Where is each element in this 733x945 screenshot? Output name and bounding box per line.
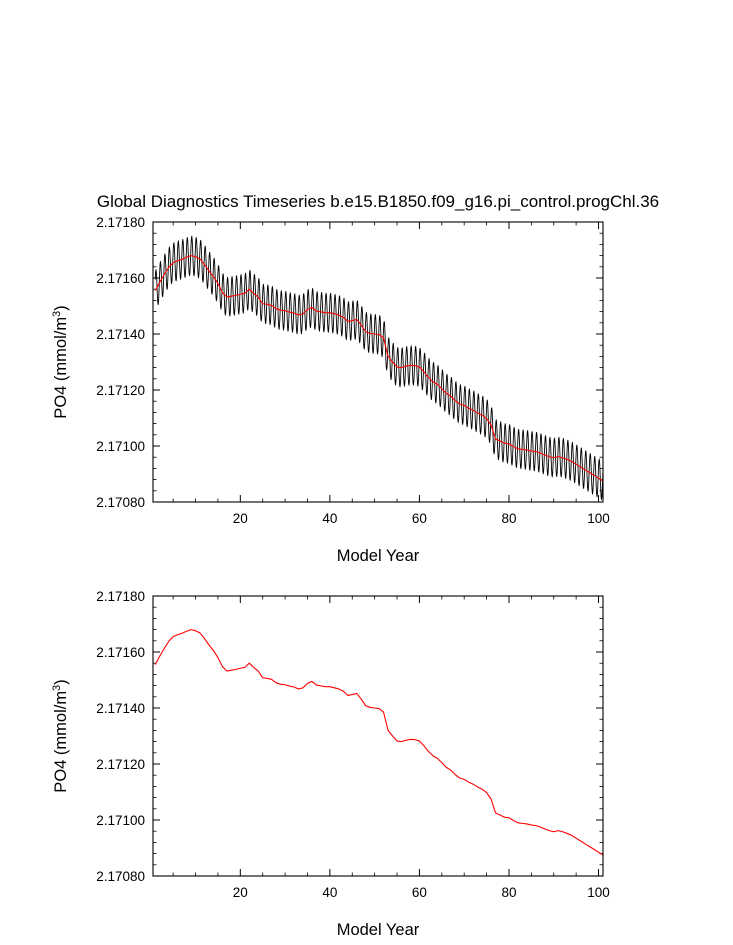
top-y-tick-labels: 2.17080 2.17100 2.17120 2.17140 2.17160 2.171… (96, 215, 145, 510)
y-tick-label: 2.17180 (96, 589, 145, 604)
x-tick-label: 40 (322, 511, 337, 526)
y-tick-label: 2.17120 (96, 757, 145, 772)
y-tick-label: 2.17100 (96, 813, 145, 828)
x-tick-label: 20 (233, 885, 248, 900)
series-monthly-line (154, 235, 604, 501)
series-annual-line (154, 255, 604, 482)
x-tick-label: 100 (587, 885, 610, 900)
series-annual-line (154, 629, 604, 856)
y-tick-label: 2.17140 (96, 701, 145, 716)
bottom-axis-ticks (153, 595, 603, 877)
x-tick-label: 80 (501, 885, 516, 900)
x-tick-label: 60 (412, 511, 427, 526)
bottom-x-axis-label: Model Year (337, 921, 420, 939)
y-tick-label: 2.17160 (96, 645, 145, 660)
bottom-plot-frame (152, 595, 604, 877)
y-tick-label: 2.17080 (96, 869, 145, 884)
top-plot-frame (152, 221, 604, 503)
y-tick-label: 2.17140 (96, 327, 145, 342)
x-tick-label: 80 (501, 511, 516, 526)
y-tick-label: 2.17160 (96, 271, 145, 286)
bottom-y-axis-label: PO4 (mmol/m3) (51, 679, 70, 792)
top-x-axis-label: Model Year (337, 547, 420, 565)
x-tick-label: 60 (412, 885, 427, 900)
top-x-tick-labels: 20 40 60 80 100 (233, 511, 610, 526)
x-tick-label: 40 (322, 885, 337, 900)
top-panel: 2.17080 2.17100 2.17120 2.17140 2.17160 2.171… (51, 215, 610, 565)
top-y-axis-label: PO4 (mmol/m3) (51, 305, 70, 418)
bottom-y-tick-labels: 2.17080 2.17100 2.17120 2.17140 2.17160 2.171… (96, 589, 145, 884)
y-tick-label: 2.17120 (96, 383, 145, 398)
y-tick-label: 2.17080 (96, 495, 145, 510)
x-tick-label: 20 (233, 511, 248, 526)
chart-title: Global Diagnostics Timeseries b.e15.B185… (97, 192, 659, 211)
top-plot-area (154, 235, 604, 501)
x-tick-label: 100 (587, 511, 610, 526)
bottom-plot-area (154, 629, 604, 856)
y-tick-label: 2.17100 (96, 439, 145, 454)
y-tick-label: 2.17180 (96, 215, 145, 230)
bottom-x-tick-labels: 20 40 60 80 100 (233, 885, 610, 900)
bottom-panel: 2.17080 2.17100 2.17120 2.17140 2.17160 2.171… (51, 589, 610, 939)
